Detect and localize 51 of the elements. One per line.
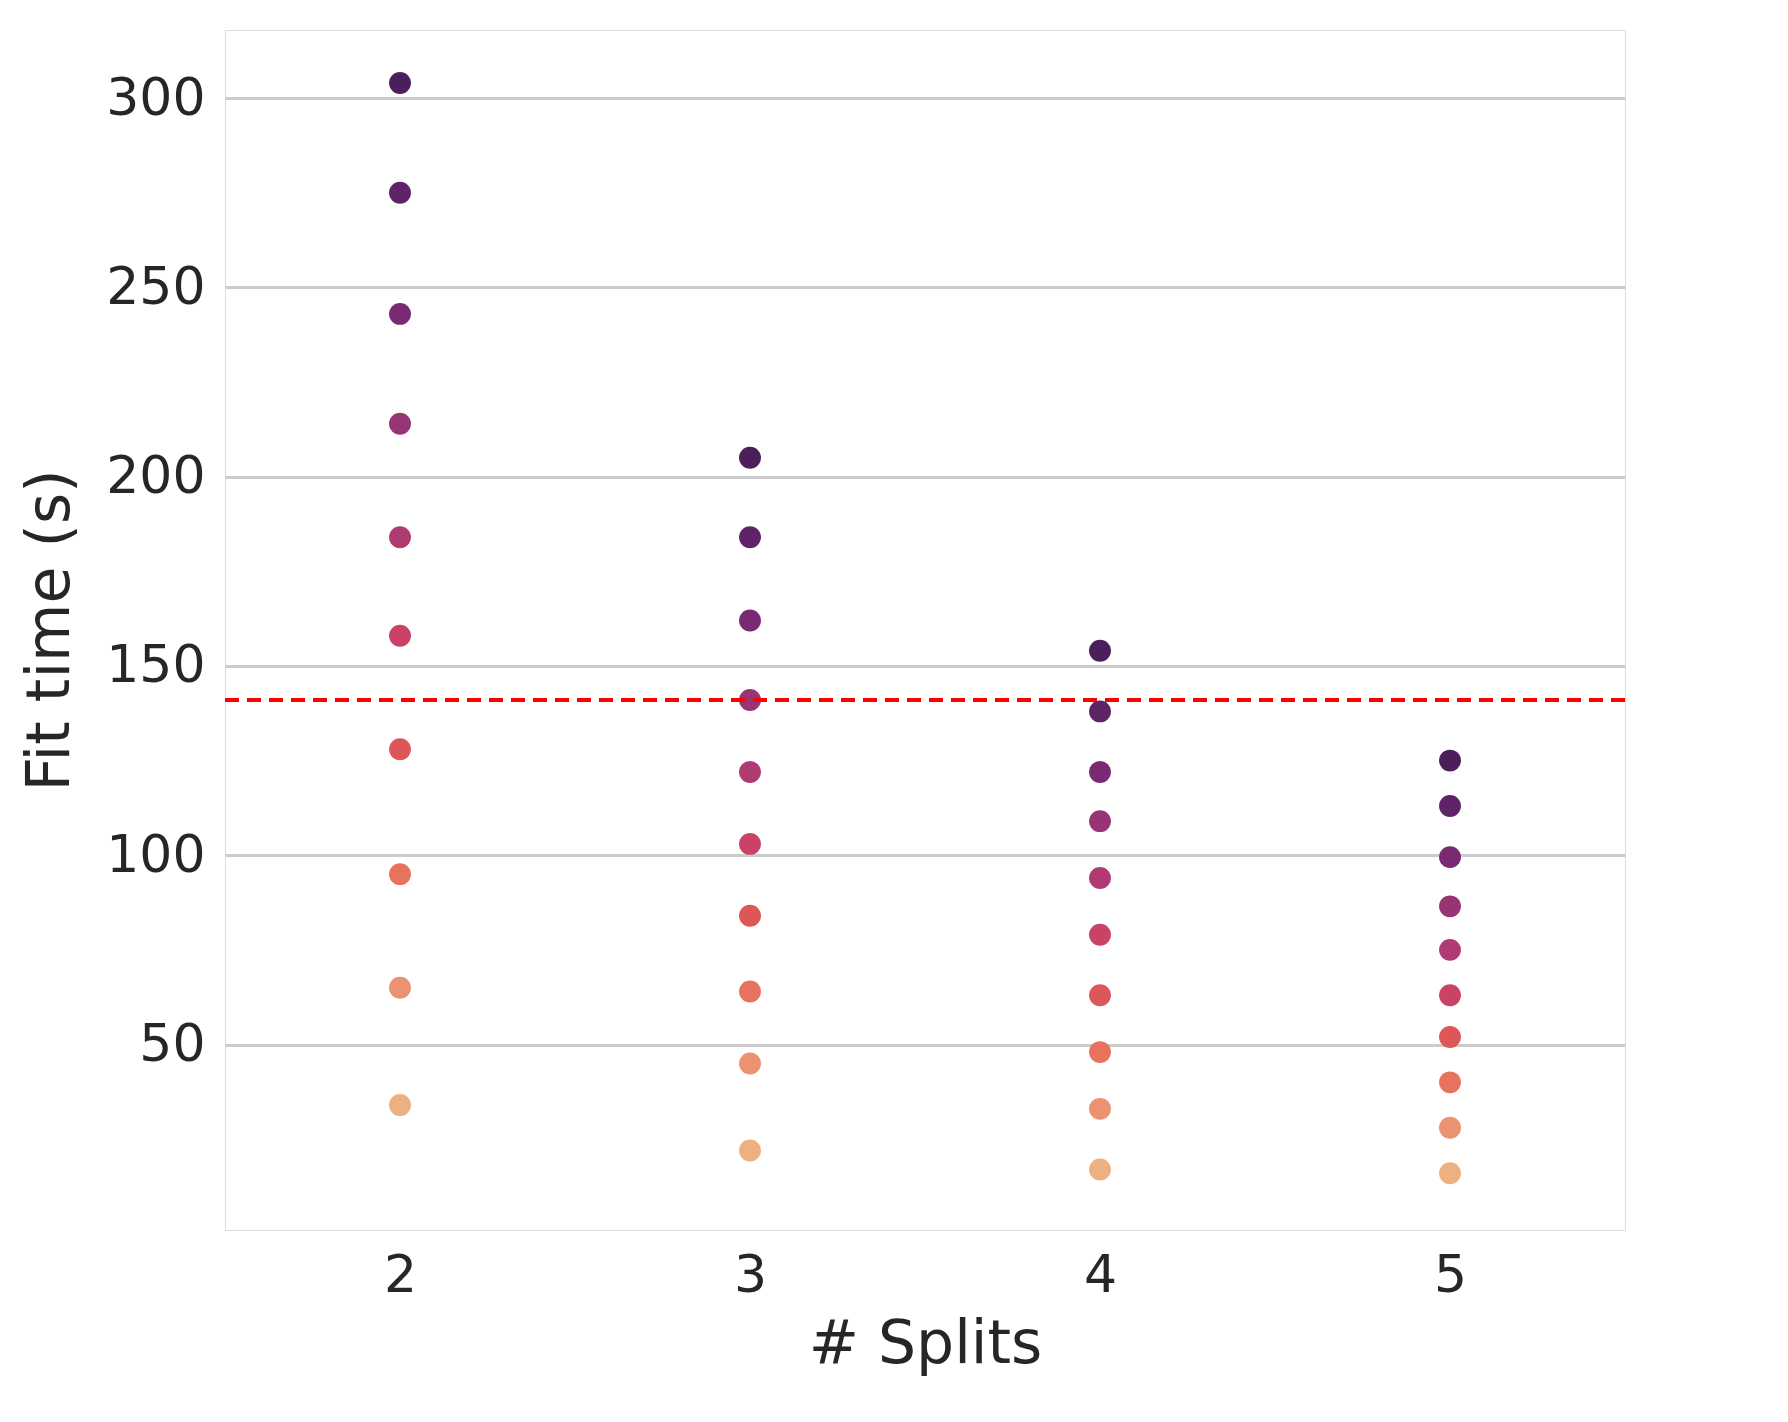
point — [1439, 795, 1461, 817]
point — [1439, 846, 1461, 869]
point — [389, 976, 411, 999]
point — [1089, 810, 1111, 833]
point — [1089, 1097, 1111, 1120]
point — [1089, 761, 1111, 783]
point — [1439, 1026, 1461, 1048]
point — [1089, 984, 1111, 1007]
point — [739, 761, 761, 783]
y-tick-label: 50 — [139, 1013, 206, 1074]
point — [739, 832, 761, 855]
point — [1439, 895, 1461, 918]
point — [1439, 984, 1461, 1007]
point — [1439, 1162, 1461, 1185]
x-axis-title: # Splits — [808, 1306, 1043, 1377]
point — [389, 181, 411, 204]
y-axis-title: Fit time (s) — [13, 469, 84, 792]
y-tick-label: 150 — [106, 634, 206, 695]
point — [1089, 867, 1111, 889]
point — [389, 302, 411, 325]
point — [389, 624, 411, 647]
y-tick-label: 100 — [106, 823, 206, 884]
point — [739, 609, 761, 632]
y-tick-label: 250 — [106, 255, 206, 316]
point — [1089, 1158, 1111, 1181]
point — [389, 72, 411, 94]
point — [1439, 749, 1461, 772]
point — [389, 1094, 411, 1117]
y-tick-label: 300 — [106, 66, 206, 127]
x-tick-label: 2 — [383, 1243, 418, 1304]
point — [739, 446, 761, 469]
x-tick-label: 4 — [1083, 1243, 1118, 1304]
point — [1089, 1041, 1111, 1064]
point — [739, 1139, 761, 1162]
point — [739, 1052, 761, 1075]
point — [1089, 639, 1111, 662]
point — [389, 412, 411, 435]
point — [739, 980, 761, 1003]
y-tick-label: 200 — [106, 445, 206, 506]
point — [1089, 923, 1111, 946]
point — [389, 738, 411, 761]
x-tick-label: 3 — [733, 1243, 768, 1304]
point — [1439, 938, 1461, 961]
point — [739, 526, 761, 549]
x-tick-label: 5 — [1433, 1243, 1468, 1304]
point — [1439, 1116, 1461, 1139]
point — [1439, 1071, 1461, 1094]
point — [1089, 700, 1111, 723]
point — [389, 526, 411, 549]
point — [739, 904, 761, 927]
point — [389, 863, 411, 886]
